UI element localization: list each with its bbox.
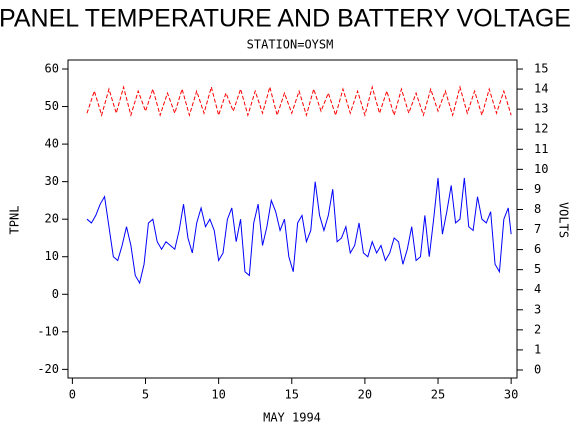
y-tick-label: 60 (45, 62, 59, 76)
x-axis-label: MAY 1994 (263, 411, 321, 425)
y2-tick-label: 0 (534, 362, 541, 376)
y-tick-label: 50 (45, 99, 59, 113)
y2-tick-label: 11 (534, 142, 548, 156)
y-axis-label: TPNL (8, 206, 22, 235)
y-tick-label: -10 (37, 324, 59, 338)
y-tick-label: 20 (45, 212, 59, 226)
y-tick-label: 40 (45, 137, 59, 151)
y2-tick-label: 14 (534, 82, 548, 96)
y-tick-label: 0 (52, 287, 59, 301)
x-tick-label: 10 (211, 388, 225, 402)
y2-tick-label: 13 (534, 102, 548, 116)
y2-tick-label: 2 (534, 322, 541, 336)
y-tick-label: 10 (45, 249, 59, 263)
y2-tick-label: 1 (534, 342, 541, 356)
y2-tick-label: 10 (534, 162, 548, 176)
y2-tick-label: 8 (534, 202, 541, 216)
x-tick-label: 25 (431, 388, 445, 402)
plot-frame (67, 59, 518, 379)
y-tick-label: 30 (45, 174, 59, 188)
y2-tick-label: 12 (534, 122, 548, 136)
x-tick-label: 0 (69, 388, 76, 402)
x-tick-label: 15 (285, 388, 299, 402)
data-line (86, 85, 512, 118)
chart-title: PANEL TEMPERATURE AND BATTERY VOLTAGE (0, 5, 570, 33)
y2-tick-label: 3 (534, 302, 541, 316)
y2-tick-label: 6 (534, 242, 541, 256)
y2-tick-label: 4 (534, 282, 541, 296)
y-tick-label: -20 (37, 362, 59, 376)
x-tick-label: 30 (504, 388, 518, 402)
y2-tick-label: 9 (534, 182, 541, 196)
x-tick-label: 20 (358, 388, 372, 402)
x-tick-label: 5 (142, 388, 149, 402)
y2-tick-label: 5 (534, 262, 541, 276)
y2-tick-label: 15 (534, 62, 548, 76)
chart-subtitle: STATION=OYSM (247, 38, 334, 52)
data-line (86, 177, 512, 285)
y2-axis-label: VOLTS (557, 202, 570, 238)
y2-tick-label: 7 (534, 222, 541, 236)
